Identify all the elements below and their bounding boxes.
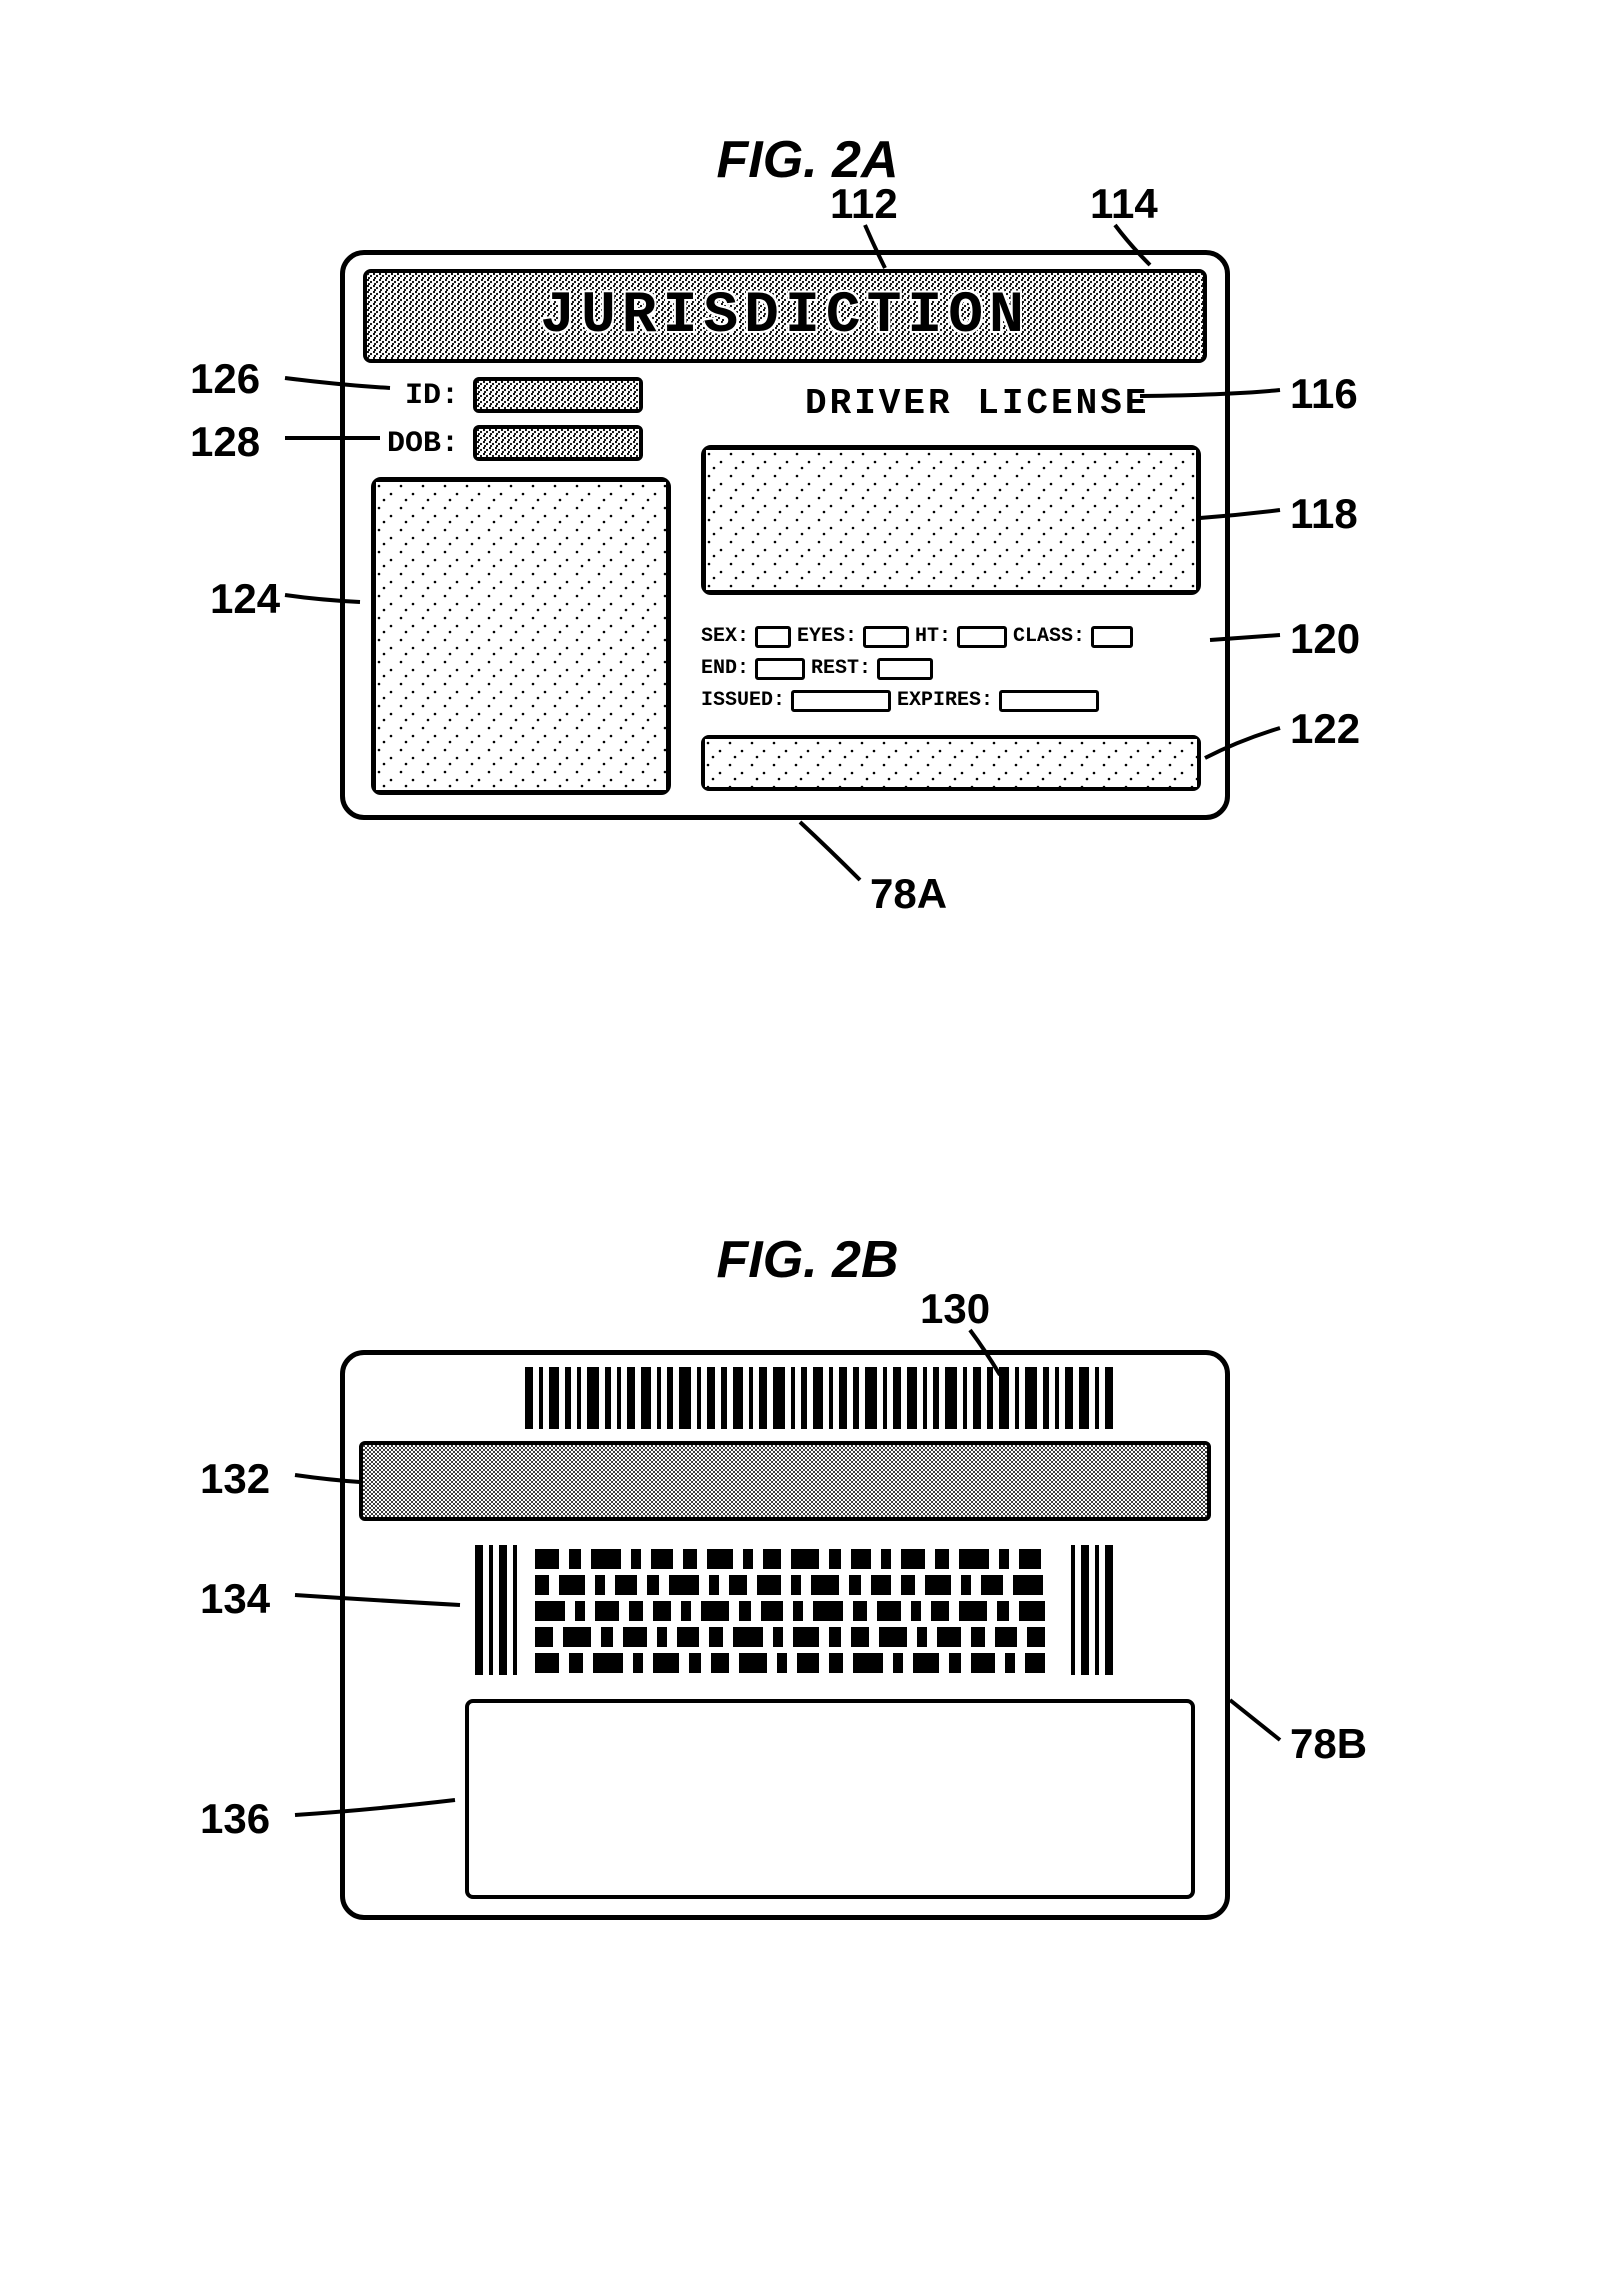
ref-114: 114 [1090,180,1158,228]
name-stipple [706,450,1196,590]
fig-2a-card: JURISDICTION ID: DOB: DRIVER LICENSE [340,250,1230,820]
class-field [1091,626,1133,648]
rest-label: REST: [811,657,871,680]
ref-128: 128 [190,418,260,466]
ht-field [957,626,1007,648]
barcode-2d [475,1545,1115,1675]
ref-120: 120 [1290,615,1360,663]
ref-136: 136 [200,1795,270,1843]
ref-78b: 78B [1290,1720,1367,1768]
barcode-1d [525,1367,1115,1429]
ht-label: HT: [915,625,951,648]
signature-box [701,735,1201,791]
dob-field-fill [477,429,639,457]
ref-78a: 78A [870,870,947,918]
ref-132: 132 [200,1455,270,1503]
ref-134: 134 [200,1575,270,1623]
id-field-fill [477,381,639,409]
ref-122: 122 [1290,705,1360,753]
name-box [701,445,1201,595]
ref-126: 126 [190,355,260,403]
ref-116: 116 [1290,370,1358,418]
magstripe [359,1441,1211,1521]
blank-box [465,1699,1195,1899]
expires-label: EXPIRES: [897,689,993,712]
dob-field [473,425,643,461]
header-band: JURISDICTION [363,269,1207,363]
header-text: JURISDICTION [540,284,1030,349]
sex-label: SEX: [701,625,749,648]
issued-field [791,690,891,712]
class-label: CLASS: [1013,625,1085,648]
issued-label: ISSUED: [701,689,785,712]
sex-field [755,626,791,648]
ref-118: 118 [1290,490,1358,538]
details-row-2: END: REST: [701,657,933,680]
ref-124: 124 [210,575,280,623]
page: FIG. 2A JURISDICTION ID: DO [40,40,1575,2246]
end-label: END: [701,657,749,680]
fig-2b-card [340,1350,1230,1920]
id-label: ID: [405,379,459,413]
ref-112: 112 [830,180,898,228]
dob-label: DOB: [387,427,459,461]
details-row-1: SEX: EYES: HT: CLASS: [701,625,1133,648]
id-field [473,377,643,413]
end-field [755,658,805,680]
ref-130: 130 [920,1285,990,1333]
fig-2a-title: FIG. 2A [40,130,1575,190]
photo-stipple [376,482,666,790]
fig-2b-title: FIG. 2B [40,1230,1575,1290]
magstripe-fill [363,1445,1207,1517]
sig-stipple [705,739,1197,787]
eyes-label: EYES: [797,625,857,648]
details-row-3: ISSUED: EXPIRES: [701,689,1099,712]
license-title: DRIVER LICENSE [805,383,1149,424]
expires-field [999,690,1099,712]
photo-box [371,477,671,795]
eyes-field [863,626,909,648]
rest-field [877,658,933,680]
